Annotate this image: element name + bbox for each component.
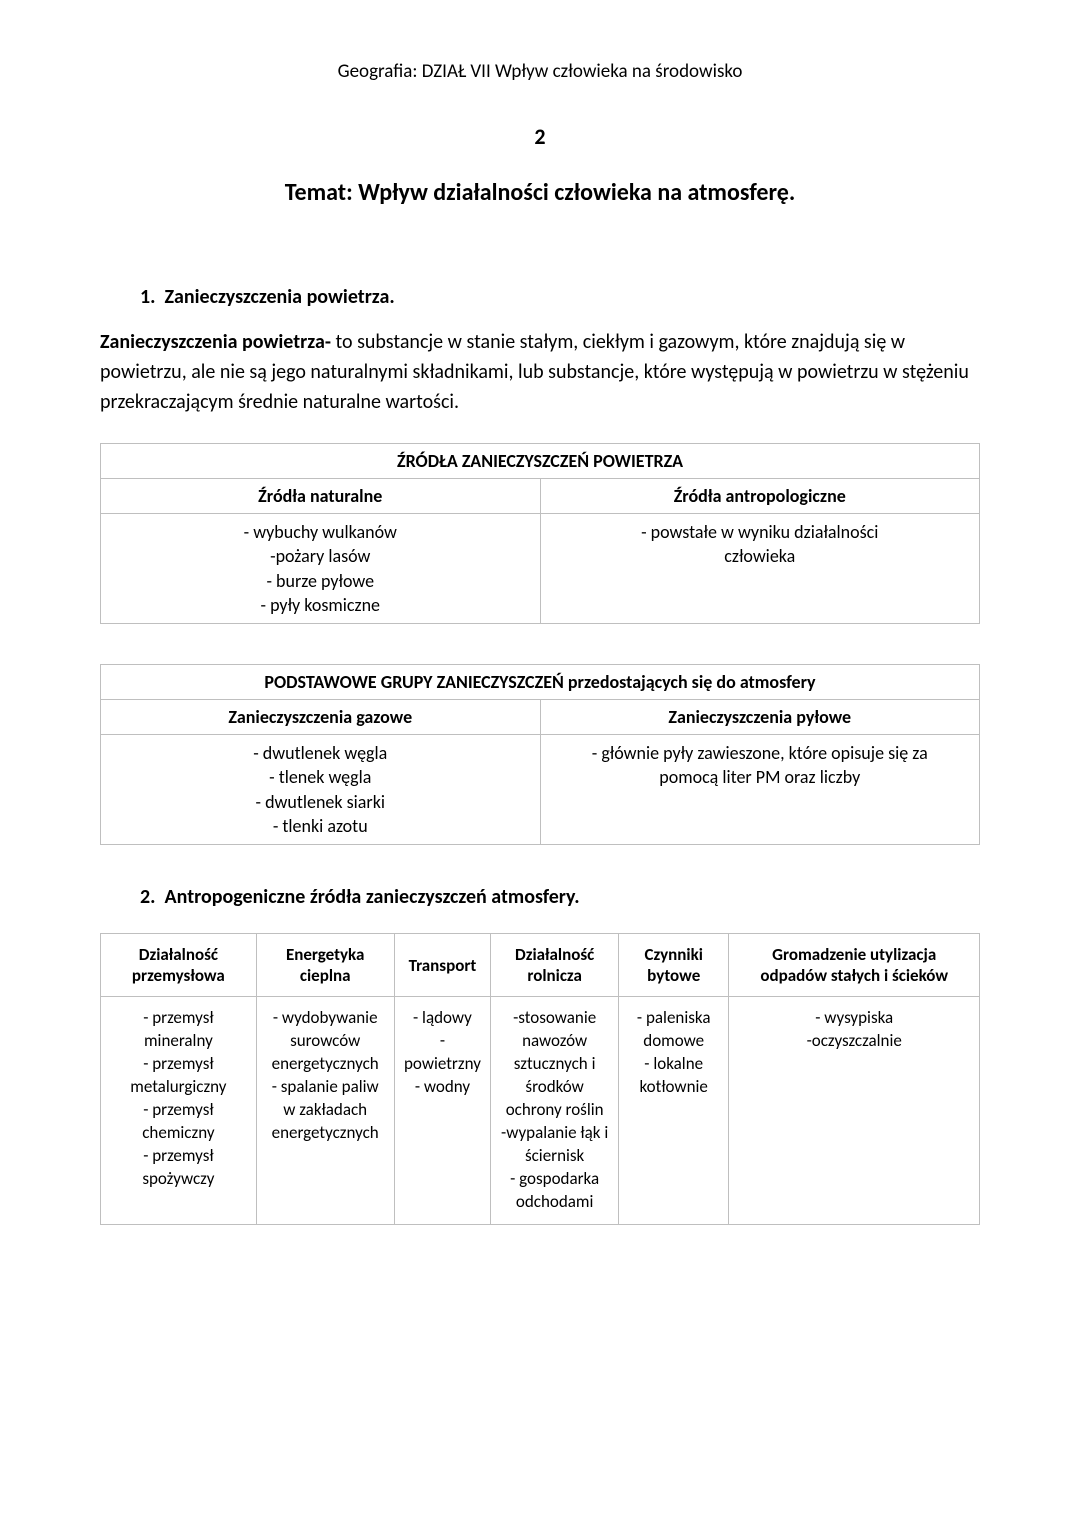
- t3-h4: Czynniki bytowe: [618, 934, 728, 997]
- table2-c1-l3: - tlenki azotu: [111, 814, 530, 838]
- table2-title: PODSTAWOWE GRUPY ZANIECZYSZCZEŃ przedost…: [101, 665, 980, 700]
- section-2-number: 2.: [140, 885, 155, 909]
- t3-c3: -stosowanie nawozów sztucznych i środków…: [491, 997, 619, 1224]
- t3-c1-l3: - spalanie paliw: [265, 1076, 386, 1099]
- t3-h2: Transport: [394, 934, 491, 997]
- table2-c1-l1: - tlenek węgla: [111, 765, 530, 789]
- table1-c2-l0: - powstałe w wyniku działalności: [551, 520, 970, 544]
- t3-c3-l8: odchodami: [499, 1191, 610, 1214]
- t3-c0-l3: metalurgiczny: [109, 1076, 248, 1099]
- t3-c2-l1: -powietrzny: [403, 1030, 483, 1076]
- t3-c5-l0: - wysypiska: [737, 1007, 971, 1030]
- t3-c2: - lądowy -powietrzny - wodny: [394, 997, 491, 1224]
- t3-c2-l2: - wodny: [403, 1076, 483, 1099]
- table2-c2-l1: pomocą liter PM oraz liczby: [551, 765, 970, 789]
- t3-c4-l3: kotłownie: [627, 1076, 720, 1099]
- page-header: Geografia: DZIAŁ VII Wpływ człowieka na …: [100, 60, 980, 83]
- topic-title: Temat: Wpływ działalności człowieka na a…: [100, 178, 980, 207]
- section-1-title: Zanieczyszczenia powietrza.: [165, 285, 395, 309]
- document-page: Geografia: DZIAŁ VII Wpływ człowieka na …: [0, 0, 1080, 1345]
- table2-col1-cell: - dwutlenek węgla - tlenek węgla - dwutl…: [101, 735, 541, 845]
- anthropogenic-table: Działalność przemysłowa Energetyka ciepl…: [100, 933, 980, 1224]
- section-2-title: Antropogeniczne źródła zanieczyszczeń at…: [165, 885, 580, 909]
- t3-c1-l5: energetycznych: [265, 1122, 386, 1145]
- t3-h5: Gromadzenie utylizacja odpadów stałych i…: [729, 934, 980, 997]
- table1-col2-cell: - powstałe w wyniku działalności człowie…: [540, 514, 980, 624]
- t3-c1: - wydobywanie surowców energetycznych - …: [256, 997, 394, 1224]
- t3-c5-l1: -oczyszczalnie: [737, 1030, 971, 1053]
- t3-c3-l4: ochrony roślin: [499, 1099, 610, 1122]
- table1-col1-cell: - wybuchy wulkanów -pożary lasów - burze…: [101, 514, 541, 624]
- t3-c5: - wysypiska -oczyszczalnie: [729, 997, 980, 1224]
- sources-table: ŹRÓDŁA ZANIECZYSZCZEŃ POWIETRZA Źródła n…: [100, 443, 980, 624]
- t3-h3: Działalność rolnicza: [491, 934, 619, 997]
- table1-c1-l1: -pożary lasów: [111, 544, 530, 568]
- t3-c2-l0: - lądowy: [403, 1007, 483, 1030]
- t3-h0: Działalność przemysłowa: [101, 934, 257, 997]
- t3-c4-l2: - lokalne: [627, 1053, 720, 1076]
- table2-c1-l0: - dwutlenek węgla: [111, 741, 530, 765]
- table2-col1-header: Zanieczyszczenia gazowe: [101, 700, 541, 735]
- table2-col2-header: Zanieczyszczenia pyłowe: [540, 700, 980, 735]
- t3-c3-l3: środków: [499, 1076, 610, 1099]
- section-1-number: 1.: [140, 285, 155, 309]
- t3-c3-l0: -stosowanie: [499, 1007, 610, 1030]
- section-2-heading: 2. Antropogeniczne źródła zanieczyszczeń…: [140, 885, 980, 909]
- t3-c0-l7: spożywczy: [109, 1168, 248, 1191]
- t3-c1-l1: surowców: [265, 1030, 386, 1053]
- t3-c4-l0: - paleniska: [627, 1007, 720, 1030]
- t3-c4: - paleniska domowe - lokalne kotłownie: [618, 997, 728, 1224]
- t3-c0-l4: - przemysł: [109, 1099, 248, 1122]
- table2-c1-l2: - dwutlenek siarki: [111, 790, 530, 814]
- t3-c3-l1: nawozów: [499, 1030, 610, 1053]
- t3-c0-l6: - przemysł: [109, 1145, 248, 1168]
- table1-c1-l2: - burze pyłowe: [111, 569, 530, 593]
- t3-c4-l1: domowe: [627, 1030, 720, 1053]
- t3-c3-l5: -wypalanie łąk i: [499, 1122, 610, 1145]
- table1-title: ŹRÓDŁA ZANIECZYSZCZEŃ POWIETRZA: [101, 444, 980, 479]
- t3-c1-l4: w zakładach: [265, 1099, 386, 1122]
- table1-c1-l3: - pyły kosmiczne: [111, 593, 530, 617]
- table1-col1-header: Źródła naturalne: [101, 479, 541, 514]
- table1-col2-header: Źródła antropologiczne: [540, 479, 980, 514]
- t3-c1-l2: energetycznych: [265, 1053, 386, 1076]
- t3-c1-l0: - wydobywanie: [265, 1007, 386, 1030]
- t3-c3-l2: sztucznych i: [499, 1053, 610, 1076]
- table2-col2-cell: - głównie pyły zawieszone, które opisuje…: [540, 735, 980, 845]
- t3-c0-l0: - przemysł: [109, 1007, 248, 1030]
- t3-c0-l1: mineralny: [109, 1030, 248, 1053]
- definition-paragraph: Zanieczyszczenia powietrza- to substancj…: [100, 327, 980, 417]
- t3-c0-l2: - przemysł: [109, 1053, 248, 1076]
- section-1-heading: 1. Zanieczyszczenia powietrza.: [140, 285, 980, 309]
- table1-c2-l1: człowieka: [551, 544, 970, 568]
- definition-term: Zanieczyszczenia powietrza-: [100, 330, 331, 354]
- t3-c3-l6: ściernisk: [499, 1145, 610, 1168]
- groups-table: PODSTAWOWE GRUPY ZANIECZYSZCZEŃ przedost…: [100, 664, 980, 845]
- t3-c0-l5: chemiczny: [109, 1122, 248, 1145]
- t3-c0: - przemysł mineralny - przemysł metalurg…: [101, 997, 257, 1224]
- t3-c3-l7: - gospodarka: [499, 1168, 610, 1191]
- t3-h1: Energetyka cieplna: [256, 934, 394, 997]
- table2-c2-l0: - głównie pyły zawieszone, które opisuje…: [551, 741, 970, 765]
- table1-c1-l0: - wybuchy wulkanów: [111, 520, 530, 544]
- page-number: 2: [100, 123, 980, 150]
